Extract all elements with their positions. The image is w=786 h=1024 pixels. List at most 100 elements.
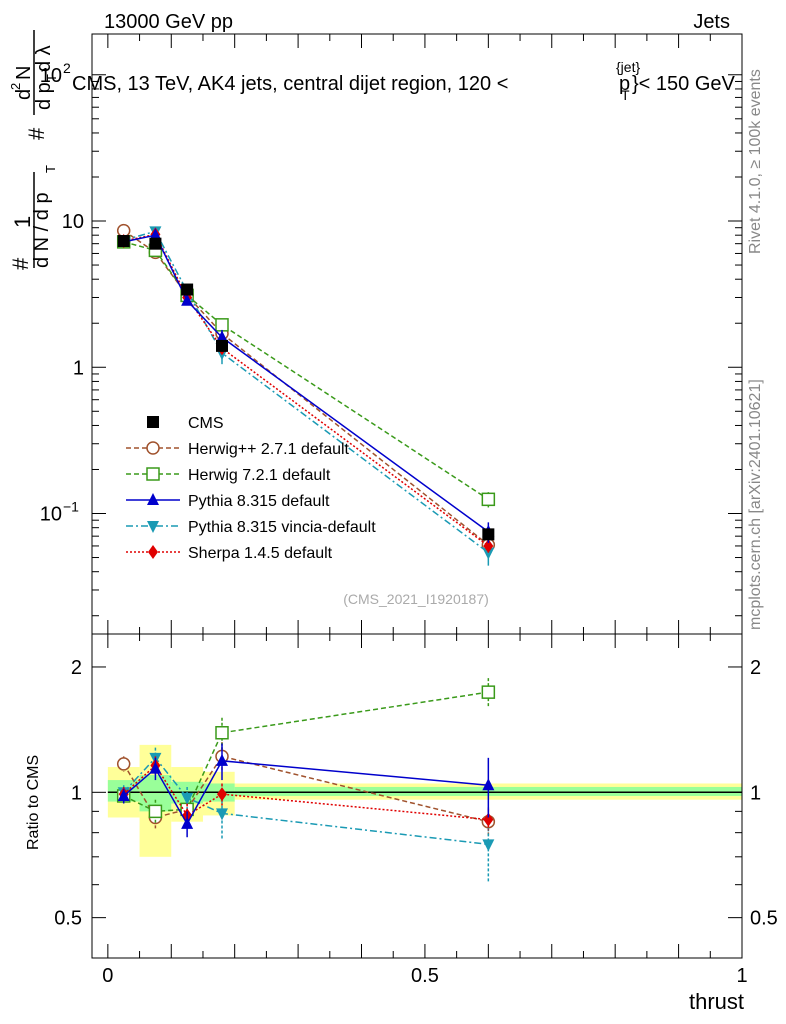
legend-entry-herwigpp: Herwig++ 2.7.1 default: [126, 441, 350, 458]
legend-marker-cms: [147, 416, 159, 428]
ratio-point-sherpa: [217, 787, 227, 802]
rivet-version-label: Rivet 4.1.0, ≥ 100k events: [747, 69, 764, 254]
legend-entry-sherpa: Sherpa 1.4.5 default: [126, 545, 333, 562]
ylabel-dN-over-dpT: d N / d p: [31, 192, 53, 268]
main-frame: [91, 33, 743, 635]
mcplots-reference-label: mcplots.cern.ch [arXiv:2401.10621]: [747, 379, 764, 630]
ratio-y-tick-label-right: 1: [750, 782, 761, 804]
series-line-herwig7: [123, 241, 489, 500]
ratio-line-vincia: [123, 756, 489, 846]
data-point-pythia: [149, 228, 162, 241]
ylabel-numerator-N: N: [13, 66, 35, 80]
x-tick-label: 0.5: [411, 965, 439, 987]
main-y-tick-exponent: 2: [63, 60, 71, 76]
main-y-tick-exponent: −1: [63, 499, 79, 515]
ratio-point-pythia: [149, 761, 162, 774]
main-y-axis-label: # 1 d N / d p T # d 2 N d p T d λ: [8, 30, 59, 270]
legend-marker-herwigpp: [146, 441, 160, 455]
ratio-y-tick-label-right: 2: [750, 657, 761, 679]
x-tick-label: 0: [102, 965, 113, 987]
legend-label-sherpa: Sherpa 1.4.5 default: [188, 545, 333, 562]
ratio-point-herwig7: [215, 726, 229, 740]
ratio-point-vincia: [482, 839, 495, 852]
main-series-layer: [116, 223, 496, 566]
ratio-y-axis-label: Ratio to CMS: [25, 755, 42, 850]
ratio-y-tick-label: 0.5: [54, 908, 82, 930]
legend-entry-vincia: Pythia 8.315 vincia-default: [126, 519, 376, 536]
ratio-point-pythia: [482, 778, 495, 791]
series-line-sherpa: [123, 233, 489, 547]
ratio-point-herwig7: [481, 685, 496, 699]
main-y-tick-label: 10: [40, 504, 62, 526]
data-point-pythia: [216, 330, 228, 343]
ylabel-one: 1: [10, 216, 35, 228]
ratio-y-tick-label: 1: [71, 782, 82, 804]
ratio-point-pythia: [181, 816, 194, 829]
legend: CMS Herwig++ 2.7.1 default Herwig 7.2.1 de…: [126, 415, 376, 562]
beam-energy-label: 13000 GeV pp: [104, 11, 233, 33]
ratio-panel: 2 2 1 1 0.5 0.5 0 0.5 1: [54, 633, 778, 987]
ylabel-numerator-sup: 2: [8, 83, 23, 90]
legend-entry-herwig7: Herwig 7.2.1 default: [126, 467, 331, 484]
legend-entry-cms: CMS: [147, 415, 224, 432]
ratio-axis-ticks: 2 2 1 1 0.5 0.5 0 0.5 1: [54, 634, 778, 987]
ylabel-T-sub-2: T: [44, 74, 59, 82]
data-point-herwig7: [481, 492, 496, 507]
ylabel-numerator-d: d: [13, 89, 35, 100]
ratio-series-pythia: [117, 743, 495, 838]
data-point-herwig7: [215, 318, 229, 332]
series-cms: [117, 235, 495, 541]
ratio-point-pythia: [216, 753, 228, 766]
analysis-id-watermark: (CMS_2021_I1920187): [343, 591, 489, 607]
plot-title-pt: p: [619, 73, 630, 95]
x-tick-label: 1: [736, 965, 747, 987]
main-y-tick-label: 10: [62, 211, 84, 233]
ratio-point-sherpa: [483, 812, 494, 827]
ratio-point-pythia: [117, 788, 130, 801]
ratio-series-layer: [116, 678, 496, 882]
ylabel-denominator-dp: d p: [33, 82, 55, 110]
data-point-cms: [216, 339, 228, 352]
plot-title-end: }< 150 GeV: [632, 73, 736, 95]
ratio-line-herwigpp: [123, 755, 489, 823]
data-point-pythia: [181, 293, 194, 306]
plot-title-sub: T: [621, 87, 630, 103]
series-line-pythia: [123, 234, 489, 533]
ylabel-T-sub-1: T: [43, 165, 58, 173]
legend-marker-pythia: [147, 493, 159, 505]
x-axis-label: thrust: [689, 989, 744, 1014]
ratio-y-tick-label: 2: [71, 657, 82, 679]
ratio-point-herwig7: [148, 804, 163, 819]
legend-label-herwigpp: Herwig++ 2.7.1 default: [188, 441, 350, 458]
data-point-cms: [482, 528, 495, 541]
ratio-point-vincia: [181, 792, 194, 805]
plot-title: CMS, 13 TeV, AK4 jets, central dijet reg…: [72, 59, 736, 103]
data-point-sherpa: [483, 538, 494, 553]
ratio-frame: [91, 633, 743, 959]
ratio-y-tick-label-right: 0.5: [750, 908, 778, 930]
legend-marker-sherpa: [148, 545, 158, 559]
data-point-cms: [149, 237, 162, 250]
ylabel-hash: #: [8, 257, 33, 270]
ylabel-hash-2: #: [24, 127, 49, 140]
legend-label-pythia: Pythia 8.315 default: [188, 493, 330, 510]
legend-label-vincia: Pythia 8.315 vincia-default: [188, 519, 376, 536]
main-y-tick-label: 1: [73, 357, 84, 379]
ylabel-dlambda: d λ: [33, 45, 55, 72]
analysis-category-label: Jets: [693, 11, 730, 33]
legend-marker-vincia: [147, 521, 159, 533]
main-y-tick-label: 10: [40, 65, 62, 87]
ratio-uncertainty-bands: [107, 744, 742, 857]
legend-marker-herwig7: [146, 467, 160, 481]
legend-entry-pythia: Pythia 8.315 default: [126, 493, 330, 510]
data-point-cms: [117, 235, 130, 248]
legend-label-herwig7: Herwig 7.2.1 default: [188, 467, 331, 484]
legend-label-cms: CMS: [188, 415, 224, 432]
data-point-cms: [181, 283, 194, 296]
plot-title-sup: {jet}: [616, 59, 640, 75]
data-point-vincia: [482, 547, 495, 560]
plot-title-main: CMS, 13 TeV, AK4 jets, central dijet reg…: [72, 73, 508, 95]
